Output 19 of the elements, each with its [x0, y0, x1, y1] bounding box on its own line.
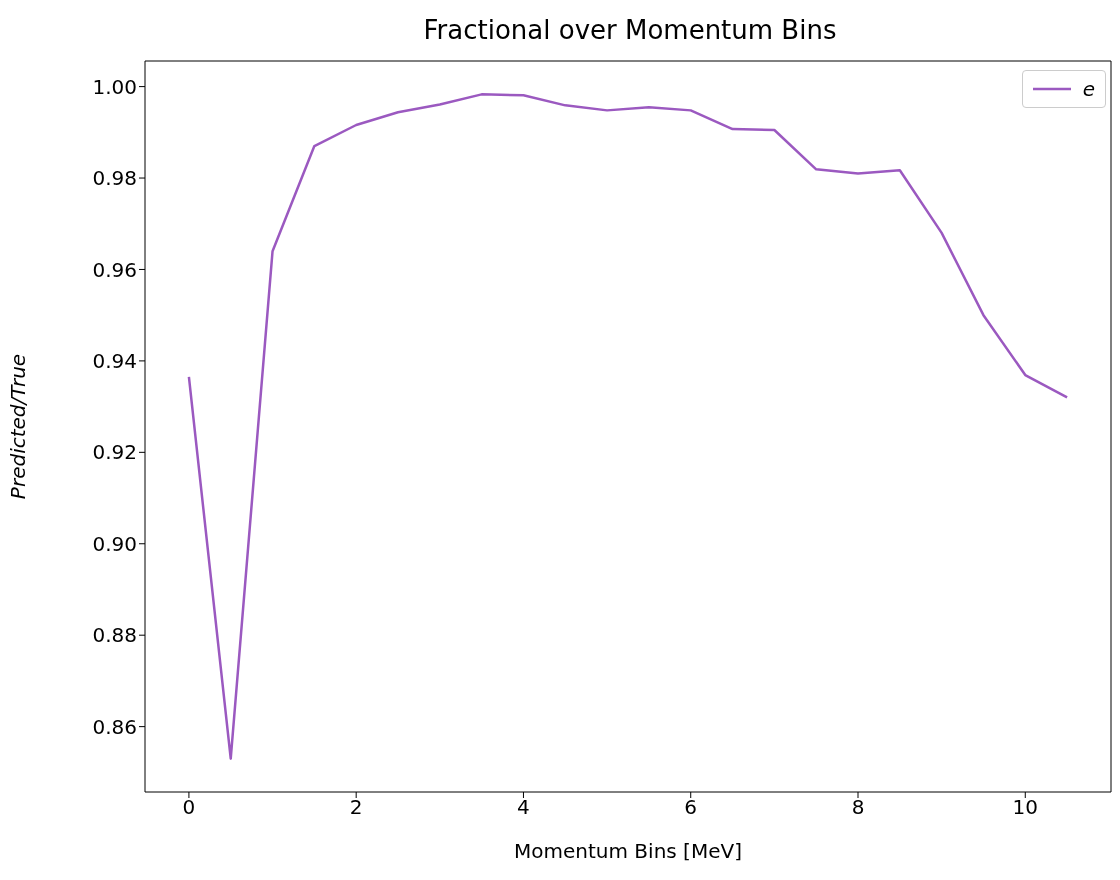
- x-tick-label: 8: [851, 795, 865, 820]
- y-tick-label: 0.86: [92, 714, 137, 739]
- x-axis-title: Momentum Bins [MeV]: [514, 839, 742, 863]
- y-tick-label: 0.94: [92, 349, 137, 373]
- y-tick-label: 1.00: [92, 74, 137, 99]
- y-tick-label: 0.96: [92, 257, 137, 282]
- y-axis-title: Predicted/True: [6, 353, 31, 500]
- line-series: [187, 93, 1069, 760]
- y-tick-label: 0.88: [92, 623, 137, 648]
- x-tick-label: 10: [1012, 795, 1038, 820]
- y-tick-label: 0.98: [92, 166, 137, 191]
- x-tick-label: 6: [684, 795, 698, 820]
- x-tick-label: 2: [349, 795, 363, 820]
- chart-title: Fractional over Momentum Bins: [422, 14, 838, 47]
- x-tick-label: 4: [517, 795, 530, 820]
- x-tick-label: 0: [182, 795, 196, 820]
- y-tick-label: 0.90: [92, 531, 137, 556]
- y-tick-label: 0.92: [92, 440, 137, 465]
- legend-label: e: [1082, 77, 1095, 101]
